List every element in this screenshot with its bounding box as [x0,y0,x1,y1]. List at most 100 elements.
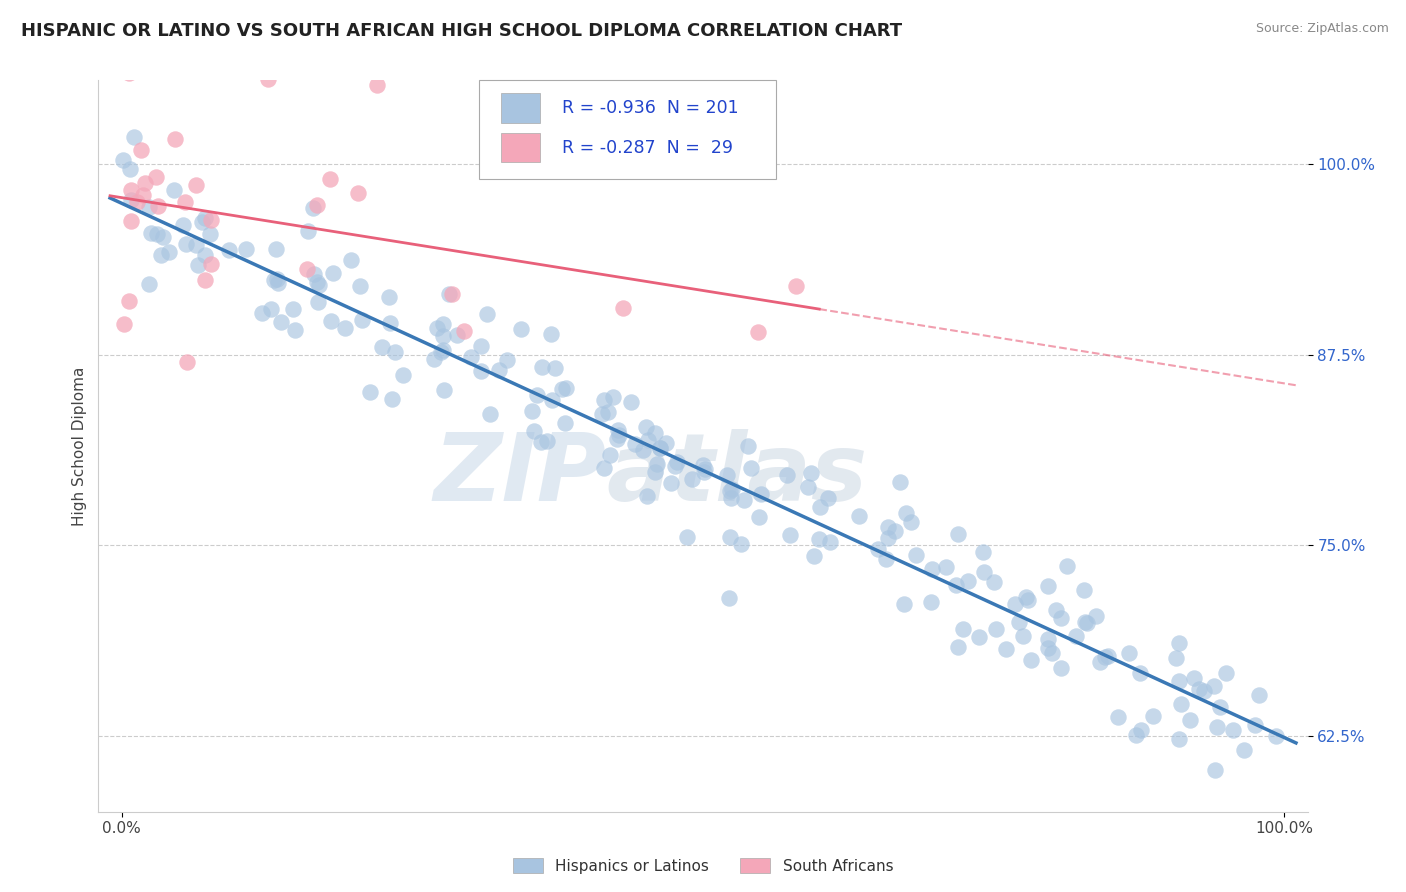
Point [157,244,180,259]
Point [426,320,449,334]
Point [904,548,927,562]
Point [322,266,344,280]
Point [200,213,222,227]
Point [134,176,156,190]
Point [957,574,980,589]
Point [540,326,562,341]
Point [541,393,564,408]
Point [429,344,451,359]
Point [893,597,915,611]
Point [889,475,911,489]
Point [555,381,578,395]
Point [536,434,558,449]
Point [921,562,943,576]
Point [1130,723,1153,737]
Point [730,537,752,551]
Point [1036,579,1059,593]
Point [920,595,942,609]
Point [896,506,918,520]
Point [366,78,388,93]
Point [1036,640,1059,655]
Text: R = -0.936  N = 201: R = -0.936 N = 201 [561,99,738,117]
Text: ZIP: ZIP [433,429,606,521]
Point [350,313,373,327]
Point [117,65,139,79]
Point [1244,718,1267,732]
Point [1097,648,1119,663]
Point [305,198,328,212]
Point [1125,728,1147,742]
Point [281,301,304,316]
Point [797,480,820,494]
Point [112,153,135,167]
Point [423,352,446,367]
Point [433,383,456,397]
Point [636,489,658,503]
Point [550,382,572,396]
Point [1040,646,1063,660]
Point [174,194,197,209]
Point [321,314,343,328]
Point [718,484,741,499]
Point [785,278,807,293]
Point [733,493,755,508]
Bar [501,94,540,123]
Point [284,323,307,337]
Point [1215,666,1237,681]
Point [510,322,533,336]
Point [720,491,742,505]
Point [591,407,613,421]
Point [530,435,553,450]
Point [138,200,160,214]
Point [1164,651,1187,665]
Point [145,170,167,185]
Point [967,631,990,645]
Point [644,426,666,441]
Point [808,532,831,546]
Point [1088,655,1111,669]
Point [531,360,554,375]
Point [1076,615,1098,630]
Point [120,193,142,207]
Point [488,363,510,377]
Point [817,491,839,506]
Point [1073,582,1095,597]
Point [335,320,357,334]
Point [250,305,273,319]
Point [716,468,738,483]
Point [602,390,624,404]
Point [650,441,672,455]
Point [984,622,1007,636]
Point [475,307,498,321]
Point [302,267,325,281]
Point [432,318,454,332]
Point [257,72,280,87]
Point [194,211,217,225]
Point [200,256,222,270]
Point [693,462,716,476]
Point [747,325,769,339]
Point [1019,653,1042,667]
Point [1194,684,1216,698]
Point [184,178,207,192]
Point [737,439,759,453]
Point [1084,608,1107,623]
Point [883,524,905,538]
Point [631,442,654,457]
Point [718,530,741,544]
Point [496,352,519,367]
Point [593,392,616,407]
Point [1142,708,1164,723]
Point [1107,710,1129,724]
Point [218,244,240,258]
Point [1182,671,1205,685]
Point [681,472,703,486]
Point [191,215,214,229]
Point [644,465,666,479]
Point [319,172,342,186]
Point [740,461,762,475]
Point [803,549,825,563]
Point [1066,630,1088,644]
Point [1050,611,1073,625]
Point [1004,598,1026,612]
